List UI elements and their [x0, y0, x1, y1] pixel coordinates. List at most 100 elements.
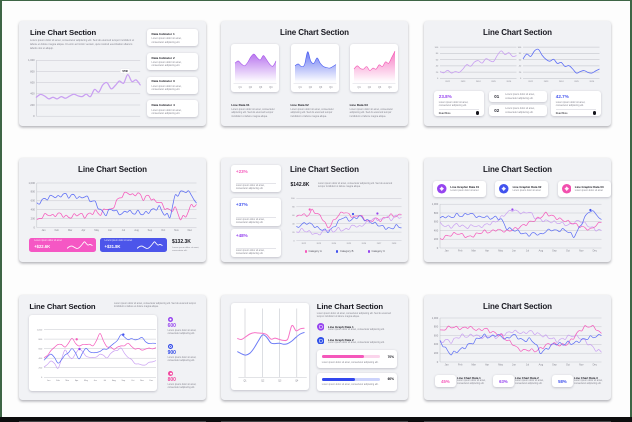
svg-text:600: 600	[31, 199, 36, 203]
svg-text:40: 40	[292, 224, 295, 226]
svg-text:80: 80	[519, 53, 522, 55]
svg-text:200: 200	[434, 351, 439, 355]
svg-text:60: 60	[435, 59, 438, 61]
svg-text:Q3: Q3	[259, 86, 263, 89]
svg-text:1,000: 1,000	[432, 202, 439, 206]
svg-text:Q4: Q4	[388, 86, 392, 89]
svg-text:200: 200	[31, 216, 36, 220]
svg-text:0: 0	[33, 114, 35, 118]
svg-text:2024: 2024	[475, 81, 480, 83]
svg-text:2023: 2023	[460, 81, 465, 83]
svg-text:100: 100	[434, 47, 438, 49]
svg-text:60: 60	[519, 59, 522, 61]
svg-text:Feb: Feb	[458, 250, 463, 253]
svg-text:Nov: Nov	[140, 380, 145, 382]
svg-text:Jul: Jul	[526, 250, 530, 253]
svg-text:400: 400	[434, 342, 439, 346]
svg-text:20: 20	[435, 72, 438, 74]
svg-text:Jun: Jun	[512, 364, 517, 367]
svg-text:2025: 2025	[491, 81, 496, 83]
svg-text:Aug: Aug	[539, 364, 544, 367]
svg-text:400: 400	[434, 228, 439, 232]
svg-text:$738: $738	[122, 70, 128, 73]
svg-text:Mar: Mar	[471, 364, 475, 367]
svg-text:600: 600	[38, 348, 42, 350]
svg-text:Q4: Q4	[270, 86, 274, 89]
svg-text:Jan: Jan	[445, 364, 450, 367]
svg-text:20: 20	[519, 72, 522, 74]
svg-text:Q1: Q1	[357, 86, 361, 89]
svg-text:800: 800	[38, 339, 42, 341]
svg-text:Q1: Q1	[243, 381, 247, 383]
svg-text:Apr: Apr	[485, 250, 489, 253]
svg-text:80: 80	[292, 207, 295, 209]
svg-text:0: 0	[437, 246, 439, 250]
svg-text:Dec: Dec	[188, 229, 193, 232]
svg-text:400: 400	[30, 92, 35, 96]
svg-text:Apr: Apr	[81, 229, 85, 232]
svg-text:2022: 2022	[528, 81, 533, 83]
svg-text:Dec: Dec	[149, 380, 153, 382]
svg-text:Oct: Oct	[566, 250, 570, 253]
svg-text:Jan: Jan	[445, 250, 450, 253]
svg-text:Q2: Q2	[367, 86, 371, 89]
svg-text:Feb: Feb	[56, 380, 60, 382]
svg-text:2026: 2026	[590, 81, 595, 83]
svg-text:Feb: Feb	[458, 364, 463, 367]
svg-text:0: 0	[520, 78, 522, 80]
svg-text:20: 20	[292, 232, 295, 234]
svg-text:Jun: Jun	[108, 229, 113, 232]
svg-text:40: 40	[519, 66, 522, 68]
svg-text:Dec: Dec	[593, 250, 598, 253]
svg-text:80: 80	[435, 53, 438, 55]
svg-text:Q2: Q2	[261, 381, 265, 383]
svg-text:1,000: 1,000	[36, 329, 42, 331]
svg-text:Q4: Q4	[329, 86, 333, 89]
svg-text:0: 0	[437, 360, 439, 364]
svg-text:0: 0	[436, 78, 438, 80]
svg-text:Nov: Nov	[174, 229, 179, 232]
svg-text:2024: 2024	[332, 243, 337, 245]
svg-text:800: 800	[434, 211, 439, 215]
svg-text:100: 100	[291, 198, 295, 200]
svg-text:Q4: Q4	[295, 381, 299, 383]
svg-text:Nov: Nov	[579, 250, 584, 253]
svg-text:Oct: Oct	[566, 364, 570, 367]
svg-text:Jul: Jul	[122, 229, 126, 232]
svg-text:2026: 2026	[506, 81, 511, 83]
svg-text:Mar: Mar	[471, 250, 475, 253]
svg-text:1,000: 1,000	[28, 58, 35, 62]
svg-text:Oct: Oct	[131, 379, 135, 382]
svg-text:40: 40	[435, 66, 438, 68]
svg-text:2022: 2022	[302, 243, 307, 245]
svg-text:2028: 2028	[392, 243, 397, 245]
svg-text:Q2: Q2	[249, 86, 253, 89]
svg-text:Q1: Q1	[298, 86, 302, 89]
svg-text:2023: 2023	[317, 243, 322, 245]
svg-text:0: 0	[293, 240, 295, 242]
svg-text:2025: 2025	[347, 243, 352, 245]
svg-text:Jan: Jan	[41, 229, 46, 232]
svg-text:400: 400	[38, 358, 42, 360]
svg-text:200: 200	[30, 103, 35, 107]
svg-text:May: May	[498, 364, 503, 367]
svg-text:Jul: Jul	[526, 364, 530, 367]
svg-text:60: 60	[292, 215, 295, 217]
svg-text:2022: 2022	[445, 81, 450, 83]
svg-text:2024: 2024	[559, 81, 564, 83]
svg-text:Apr: Apr	[485, 364, 489, 367]
svg-text:1,000: 1,000	[432, 316, 439, 320]
svg-text:200: 200	[434, 237, 439, 241]
svg-text:400: 400	[31, 208, 36, 212]
svg-text:0: 0	[34, 225, 36, 229]
svg-text:600: 600	[434, 220, 439, 224]
svg-text:1,000: 1,000	[29, 181, 36, 185]
svg-text:Q3: Q3	[318, 86, 322, 89]
svg-text:0: 0	[40, 377, 42, 379]
svg-text:Mar: Mar	[65, 379, 69, 382]
svg-text:Aug: Aug	[112, 379, 117, 382]
svg-text:600: 600	[30, 81, 35, 85]
svg-text:Sep: Sep	[552, 364, 557, 367]
svg-text:Jan: Jan	[47, 380, 51, 382]
svg-text:Sep: Sep	[121, 380, 126, 382]
